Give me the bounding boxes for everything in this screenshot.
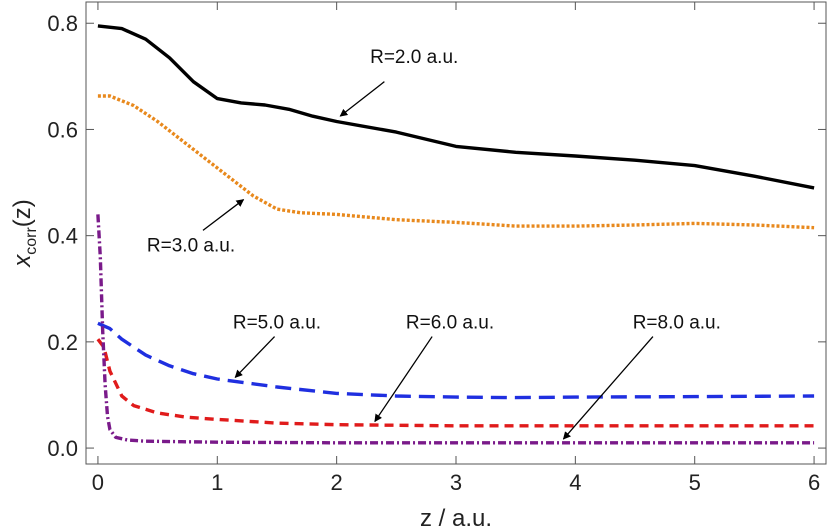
- series-line-3: [97, 321, 815, 400]
- x-tick-label: 1: [211, 470, 223, 495]
- y-axis: 0.0 0.2 0.4 0.6 0.8: [47, 11, 826, 461]
- y-tick-label: 0.2: [47, 330, 78, 355]
- y-axis-label: xcorr(z): [9, 199, 40, 268]
- annotation-arrow: [202, 199, 245, 231]
- annotation-arrow: [562, 336, 654, 440]
- series-line-5: [96, 214, 815, 445]
- x-tick-label: 5: [689, 470, 701, 495]
- series-layer: [96, 24, 815, 445]
- annotation-label: R=5.0 a.u.: [233, 313, 321, 334]
- x-tick-label: 2: [331, 470, 343, 495]
- series-line-4: [96, 338, 815, 428]
- annotation-label: R=2.0 a.u.: [370, 47, 458, 68]
- annotation-label: R=6.0 a.u.: [406, 313, 494, 334]
- y-tick-label: 0.4: [47, 224, 78, 249]
- x-tick-label: 4: [569, 470, 581, 495]
- plot-frame: [85, 1, 827, 465]
- annotation-layer: R=2.0 a.u. R=3.0 a.u. R=5.0 a.u. R=6.0 a.u.…: [147, 47, 721, 440]
- x-tick-label: 0: [92, 470, 104, 495]
- y-axis-label-main: x: [9, 254, 36, 268]
- y-axis-label-suffix: (z): [9, 199, 36, 227]
- x-tick-label: 3: [450, 470, 462, 495]
- x-axis-label: z / a.u.: [420, 505, 492, 532]
- annotation-label: R=8.0 a.u.: [633, 313, 721, 334]
- y-axis-label-sub: corr: [23, 227, 40, 255]
- x-tick-label: 6: [808, 470, 820, 495]
- annotation-arrow: [374, 336, 433, 423]
- y-tick-label: 0.8: [47, 11, 78, 36]
- y-tick-label: 0.0: [47, 436, 78, 461]
- annotation-label: R=3.0 a.u.: [147, 236, 235, 257]
- series-line-1: [97, 24, 815, 190]
- y-tick-label: 0.6: [47, 117, 78, 142]
- x-axis: 0 1 2 3 4 5 6: [92, 2, 820, 495]
- annotation-arrow: [339, 81, 385, 117]
- annotation-arrow: [234, 336, 276, 379]
- series-line-2: [97, 94, 815, 230]
